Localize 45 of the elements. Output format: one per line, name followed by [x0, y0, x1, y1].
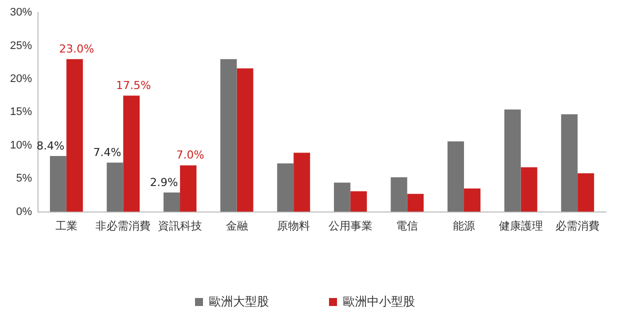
data-label: 2.9%	[150, 176, 178, 189]
y-tick-label: 20%	[10, 73, 32, 86]
bar	[520, 167, 538, 212]
data-label: 17.5%	[116, 78, 151, 92]
data-label: 8.4%	[36, 139, 64, 152]
data-label: 7.4%	[93, 146, 122, 160]
bar	[504, 110, 521, 212]
y-tick-label: 15%	[10, 106, 32, 118]
x-tick-label: 電信	[396, 220, 418, 232]
data-label: 23.0%	[59, 42, 94, 56]
bar	[277, 163, 294, 212]
bar	[180, 165, 196, 212]
x-tick-label: 非必需消費	[96, 219, 151, 232]
bar	[164, 192, 180, 212]
bar	[350, 191, 367, 212]
bar	[561, 114, 578, 212]
legend-label: 歐洲大型股	[209, 294, 269, 308]
x-tick-label: 能源	[453, 219, 476, 232]
x-tick-label: 金融	[226, 220, 248, 232]
bar	[464, 188, 480, 212]
bar	[106, 162, 124, 212]
y-tick-label: 5%	[16, 172, 32, 185]
x-tick-label: 原物料	[277, 219, 310, 232]
y-tick-label: 25%	[10, 40, 32, 52]
x-tick-label: 必需消費	[556, 219, 600, 232]
x-tick-label: 資訊科技	[158, 219, 202, 232]
bar	[123, 96, 140, 212]
bar	[448, 141, 464, 212]
x-tick-label: 公用事業	[328, 219, 372, 232]
x-tick-label: 健康護理	[498, 219, 543, 232]
bar	[334, 182, 350, 212]
legend-label: 歐洲中小型股	[343, 294, 415, 308]
x-tick-label: 工業	[55, 220, 78, 232]
bar	[236, 68, 254, 212]
bar	[66, 59, 83, 212]
bar	[407, 194, 424, 212]
bar	[50, 156, 66, 212]
bar	[390, 177, 408, 212]
bar	[578, 173, 594, 212]
y-tick-label: 10%	[10, 139, 32, 152]
y-tick-label: 30%	[10, 6, 32, 19]
bar	[220, 59, 237, 212]
bar	[294, 152, 310, 212]
data-label: 7.0%	[176, 148, 204, 162]
y-tick-label: 0%	[16, 206, 32, 218]
